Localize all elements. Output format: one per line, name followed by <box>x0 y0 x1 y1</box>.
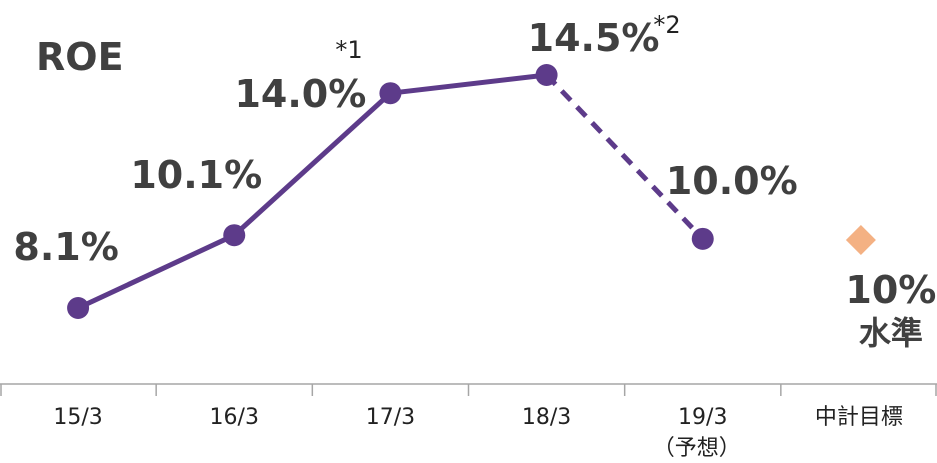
data-label: 8.1% <box>13 225 118 269</box>
series-segment <box>77 232 236 311</box>
target-marker <box>845 225 876 255</box>
data-label: 10.1% <box>130 153 262 197</box>
target-label-sub: 水準 <box>859 314 923 352</box>
data-point <box>379 82 402 105</box>
data-point <box>691 227 714 250</box>
series-segment-forecast <box>544 73 705 241</box>
data-point <box>223 224 246 247</box>
x-axis: 15/3 16/3 17/3 18/3 19/3 （予想） 中計目標 <box>0 383 937 461</box>
x-tick-label: 17/3 <box>366 405 415 430</box>
x-tick-label: 15/3 <box>53 405 102 430</box>
data-note: *2 <box>653 11 680 39</box>
data-label: 14.0% <box>234 72 366 116</box>
data-label: 14.5% <box>528 16 660 60</box>
x-tick-sublabel: （予想） <box>653 436 741 461</box>
x-tick-label: 16/3 <box>210 405 259 430</box>
data-points <box>67 64 876 319</box>
data-note: *1 <box>335 36 362 64</box>
chart-title: ROE <box>36 35 124 79</box>
series-segment <box>232 91 393 238</box>
x-tick-label: 中計目標 <box>815 405 903 430</box>
series-lines <box>77 72 705 311</box>
series-segment <box>390 72 547 96</box>
data-label: 10.0% <box>666 159 798 203</box>
data-labels: 8.1% 10.1% 14.0% 14.5% 10.0% *1 *2 10%水準 <box>13 11 936 352</box>
x-tick-label: 19/3 <box>678 405 727 430</box>
data-point <box>67 297 90 319</box>
target-label: 10% <box>845 268 936 312</box>
x-tick-label: 18/3 <box>522 405 571 430</box>
data-point <box>535 64 558 86</box>
